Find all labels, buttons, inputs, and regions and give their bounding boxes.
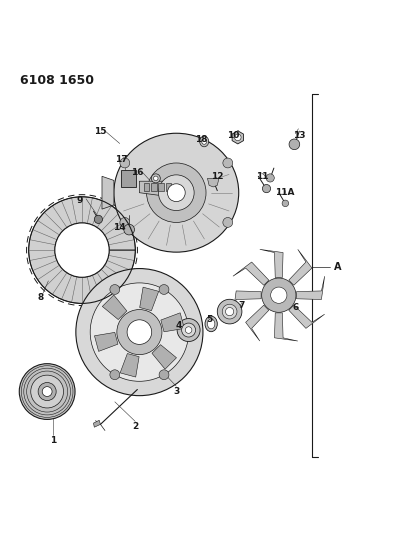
Text: 15: 15 bbox=[94, 127, 106, 136]
Polygon shape bbox=[158, 183, 164, 191]
Polygon shape bbox=[288, 305, 324, 328]
Text: 14: 14 bbox=[112, 223, 125, 232]
Polygon shape bbox=[232, 291, 261, 314]
Circle shape bbox=[42, 386, 52, 397]
Polygon shape bbox=[160, 313, 184, 332]
Polygon shape bbox=[274, 313, 297, 341]
Circle shape bbox=[119, 217, 129, 228]
Circle shape bbox=[55, 223, 109, 277]
Circle shape bbox=[185, 327, 191, 333]
Ellipse shape bbox=[114, 133, 238, 252]
Circle shape bbox=[167, 184, 185, 201]
Polygon shape bbox=[143, 183, 149, 191]
Polygon shape bbox=[29, 197, 135, 303]
Ellipse shape bbox=[204, 316, 217, 332]
Circle shape bbox=[90, 283, 188, 381]
Polygon shape bbox=[151, 183, 156, 191]
Circle shape bbox=[159, 370, 169, 379]
Circle shape bbox=[124, 224, 134, 235]
Text: 4: 4 bbox=[175, 321, 181, 330]
Polygon shape bbox=[231, 131, 243, 144]
Polygon shape bbox=[296, 276, 324, 300]
Circle shape bbox=[222, 217, 232, 228]
Polygon shape bbox=[94, 333, 118, 351]
Text: 17: 17 bbox=[115, 156, 127, 164]
Polygon shape bbox=[102, 176, 114, 209]
Ellipse shape bbox=[207, 319, 214, 329]
Circle shape bbox=[261, 278, 295, 312]
Text: 10: 10 bbox=[227, 131, 239, 140]
Text: A: A bbox=[333, 262, 341, 271]
Text: 18: 18 bbox=[194, 135, 207, 144]
Circle shape bbox=[159, 285, 169, 294]
Polygon shape bbox=[288, 249, 311, 285]
Text: 6: 6 bbox=[291, 303, 298, 312]
Circle shape bbox=[270, 287, 286, 303]
Circle shape bbox=[265, 174, 274, 182]
Ellipse shape bbox=[199, 136, 208, 147]
Circle shape bbox=[158, 175, 194, 211]
Polygon shape bbox=[93, 420, 100, 427]
Text: 16: 16 bbox=[131, 168, 143, 177]
Ellipse shape bbox=[153, 176, 158, 181]
Text: 3: 3 bbox=[173, 387, 179, 396]
Text: 13: 13 bbox=[292, 131, 305, 140]
Polygon shape bbox=[152, 345, 176, 369]
Circle shape bbox=[222, 304, 236, 319]
Circle shape bbox=[217, 300, 241, 324]
Ellipse shape bbox=[151, 174, 160, 183]
Polygon shape bbox=[121, 170, 135, 187]
Ellipse shape bbox=[201, 139, 206, 144]
Circle shape bbox=[119, 158, 129, 168]
Circle shape bbox=[177, 319, 200, 342]
Circle shape bbox=[31, 375, 63, 408]
Polygon shape bbox=[232, 262, 268, 285]
Circle shape bbox=[110, 370, 119, 379]
Circle shape bbox=[234, 134, 240, 141]
Text: 5: 5 bbox=[205, 316, 212, 324]
Text: 11A: 11A bbox=[274, 188, 294, 197]
Polygon shape bbox=[102, 295, 126, 320]
Circle shape bbox=[110, 285, 119, 294]
Circle shape bbox=[262, 184, 270, 193]
Polygon shape bbox=[139, 287, 158, 311]
Text: 7: 7 bbox=[238, 301, 245, 310]
Circle shape bbox=[127, 320, 151, 344]
Polygon shape bbox=[245, 305, 268, 341]
Polygon shape bbox=[139, 181, 176, 198]
Circle shape bbox=[181, 323, 195, 337]
Text: 9: 9 bbox=[76, 196, 83, 205]
Text: 2: 2 bbox=[132, 422, 138, 431]
Circle shape bbox=[94, 215, 102, 223]
Circle shape bbox=[225, 308, 233, 316]
Circle shape bbox=[288, 139, 299, 150]
Text: 8: 8 bbox=[38, 293, 44, 302]
Polygon shape bbox=[165, 183, 171, 191]
Polygon shape bbox=[120, 353, 139, 377]
Circle shape bbox=[222, 158, 232, 168]
Circle shape bbox=[38, 383, 56, 401]
Circle shape bbox=[281, 200, 288, 207]
Circle shape bbox=[146, 163, 206, 222]
Text: 6108 1650: 6108 1650 bbox=[20, 74, 94, 87]
Circle shape bbox=[76, 269, 202, 395]
Circle shape bbox=[19, 364, 75, 419]
Polygon shape bbox=[207, 179, 218, 187]
Text: 12: 12 bbox=[211, 172, 223, 181]
Text: 11: 11 bbox=[256, 172, 268, 181]
Polygon shape bbox=[259, 249, 282, 278]
Circle shape bbox=[117, 310, 162, 354]
Text: 1: 1 bbox=[50, 436, 56, 445]
